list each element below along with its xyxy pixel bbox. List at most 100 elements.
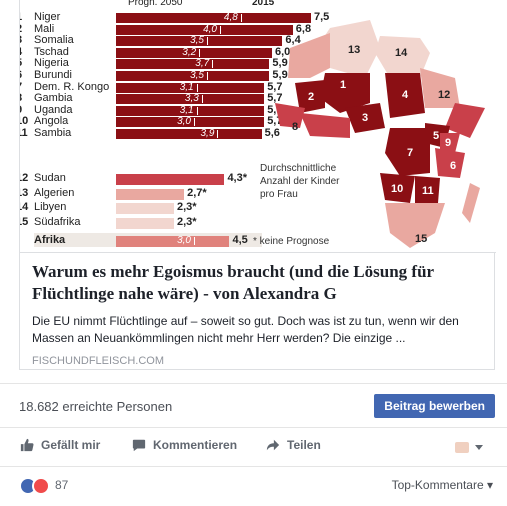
map-region-14 <box>375 36 430 78</box>
rank-number: 5 <box>20 57 22 69</box>
reaction-count[interactable]: 87 <box>55 478 69 492</box>
value-2015-label: 5,9 <box>272 69 288 81</box>
comment-sort-dropdown[interactable]: Top-Kommentare ▾ <box>392 478 493 492</box>
rank-number: 1 <box>20 11 22 23</box>
country-name: Nigeria <box>34 57 69 70</box>
value-2015-label: 4,5 <box>232 234 248 246</box>
rank-number: 15 <box>20 215 29 228</box>
value-2015-label: 5,7 <box>267 80 283 93</box>
header-prognosis: Progn. 2050 <box>128 0 183 8</box>
map-label-6: 6 <box>450 160 456 172</box>
map-region-2 <box>295 80 325 113</box>
reaction-icons[interactable] <box>19 477 50 495</box>
africa-map: 13 14 1 2 3 4 12 8 5 6 9 7 10 11 15 <box>275 20 485 248</box>
country-name: Uganda <box>34 103 73 116</box>
rank-number: 12 <box>20 172 29 184</box>
bar-2015 <box>116 188 185 200</box>
page-avatar-icon <box>454 442 469 454</box>
map-label-7: 7 <box>407 147 413 159</box>
map-region-3 <box>345 103 385 133</box>
map-label-8: 8 <box>292 121 298 133</box>
bar-2015 <box>116 217 174 229</box>
bar-2015 <box>116 47 272 58</box>
map-label-13: 13 <box>348 44 360 56</box>
bar-prognosis-marker <box>201 95 203 104</box>
map-region-9 <box>440 133 460 153</box>
prognosis-value-label: 4,0 <box>203 23 217 35</box>
legend-line-2: Anzahl der Kinder <box>260 176 340 187</box>
rank-number: 11 <box>20 127 28 139</box>
map-region-4 <box>385 73 425 118</box>
boost-post-button[interactable]: Beitrag bewerben <box>374 394 495 418</box>
prognosis-value-label: 3,1 <box>179 81 194 93</box>
bar-2015 <box>116 117 265 128</box>
reactions-row: 87 Top-Kommentare ▾ <box>0 466 507 506</box>
chevron-down-icon: ▾ <box>486 478 493 492</box>
reach-text[interactable]: 18.682 erreichte Personen <box>19 399 173 414</box>
angry-reaction-icon <box>32 477 50 495</box>
map-label-4: 4 <box>402 89 409 101</box>
bar-prognosis-marker <box>220 25 221 34</box>
prognosis-value-label: 3,7 <box>195 58 210 70</box>
share-icon <box>266 439 280 451</box>
link-text-block[interactable]: Warum es mehr Egoismus braucht (und die … <box>20 252 496 370</box>
bar-2015 <box>116 203 174 214</box>
header-year: 2015 <box>252 0 275 8</box>
map-region-11 <box>415 176 440 203</box>
bar-prognosis-marker <box>196 83 198 92</box>
country-name: Libyen <box>34 201 67 213</box>
comment-button[interactable]: Kommentieren <box>131 438 237 452</box>
map-label-9: 9 <box>445 137 451 149</box>
thumbs-up-icon <box>20 438 34 452</box>
map-region-madagascar <box>462 183 480 223</box>
map-region-12 <box>420 68 460 108</box>
prognosis-value-label: 3,5 <box>190 70 204 81</box>
country-name: Gambia <box>34 92 73 105</box>
map-region-north-west <box>288 33 330 78</box>
country-name: Niger <box>34 11 61 23</box>
bar-prognosis-marker <box>240 14 242 22</box>
like-label: Gefällt mir <box>41 438 101 452</box>
country-name: Angola <box>34 115 69 128</box>
value-2015-label: 2,7* <box>187 186 207 199</box>
like-button[interactable]: Gefällt mir <box>19 438 100 452</box>
bar-prognosis-marker <box>194 118 195 127</box>
link-title[interactable]: Warum es mehr Egoismus braucht (und die … <box>32 262 434 303</box>
value-2015-label: 4,3* <box>227 172 248 184</box>
rank-number: 3 <box>20 34 22 46</box>
country-name: Afrika <box>34 234 66 246</box>
bar-2015 <box>116 236 230 247</box>
bar-prognosis-marker <box>199 48 201 57</box>
legend-line-1: Durchschnittliche <box>260 163 337 174</box>
map-label-12: 12 <box>438 89 450 101</box>
fertility-infographic: Progn. 2050 2015 1 Niger 4,8 7,5 2 Mali 4,0 6,8… <box>20 0 496 252</box>
map-label-11: 11 <box>422 185 434 197</box>
prognosis-value-label: 3,5 <box>190 35 204 47</box>
value-2015-label: 2,3* <box>177 215 197 228</box>
post-as-selector[interactable] <box>454 440 483 454</box>
country-name: Sudan <box>34 172 66 184</box>
map-label-15: 15 <box>415 233 427 245</box>
rank-number: 2 <box>20 23 22 35</box>
bar-2015 <box>116 24 293 35</box>
share-button[interactable]: Teilen <box>265 438 321 452</box>
chevron-down-icon <box>475 445 483 451</box>
rank-number: 7 <box>20 81 22 93</box>
rank-number: 8 <box>20 92 22 104</box>
bar-2015 <box>116 36 283 47</box>
comment-sort-label: Top-Kommentare <box>391 478 484 492</box>
bar-prognosis-marker <box>212 60 214 69</box>
map-label-10: 10 <box>391 183 403 195</box>
map-region-7 <box>385 128 430 176</box>
map-label-1: 1 <box>340 79 346 91</box>
country-name: Dem. R. Kongo <box>34 80 110 93</box>
link-domain: FISCHUNDFLEISCH.COM <box>32 355 165 367</box>
bar-prognosis-marker <box>196 106 198 115</box>
link-preview-card[interactable]: Progn. 2050 2015 1 Niger 4,8 7,5 2 Mali 4,0 6,8… <box>19 0 496 370</box>
country-name: Südafrika <box>34 215 81 228</box>
rank-number: 14 <box>20 201 29 213</box>
value-2015-label: 5,7 <box>267 92 283 105</box>
prognosis-value-label: 3,2 <box>182 46 197 58</box>
map-label-5: 5 <box>433 130 439 142</box>
prognosis-value-label: 3,3 <box>184 93 199 105</box>
